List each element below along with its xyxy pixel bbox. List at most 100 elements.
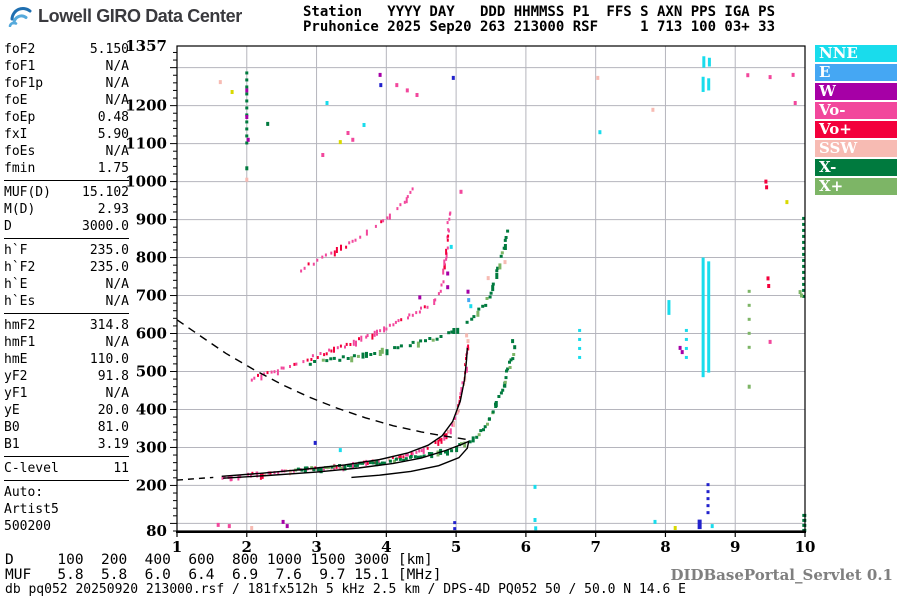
param-value: 110.0 [89,352,129,367]
svg-text:700: 700 [136,287,167,305]
param-label: foE [4,93,28,108]
param-row-foe: foE N/A [4,92,129,109]
muf-table-frequencies: MUF 5.8 5.8 6.0 6.4 6.9 7.6 9.7 15.1 [MH… [5,566,442,583]
grid-lines [177,46,805,531]
svg-text:5: 5 [451,538,461,556]
param-divider [4,180,129,181]
param-row-hmf2: hmF2 314.8 [4,317,129,334]
svg-text:9: 9 [730,538,740,556]
param-label: B1 [4,437,20,452]
svg-text:800: 800 [136,249,167,267]
param-value: 1.75 [97,161,129,176]
param-value: N/A [105,386,129,401]
autoscaling-info: Artist5 [4,502,59,517]
param-divider [4,313,129,314]
true-height-profile-curve [223,440,470,479]
param-row-fmin: fmin 1.75 [4,160,129,177]
param-value: 3000.0 [82,219,129,234]
giro-logo: Lowell GIRO Data Center [8,5,242,27]
artist-trace-fit-curve [221,347,468,477]
direction-legend: NNE E W Vo- Vo+ SSW X- X+ [815,45,897,197]
param-label: fmin [4,161,36,176]
param-label: h`F [4,243,28,258]
svg-text:10: 10 [795,538,816,556]
servlet-version-watermark: DIDBasePortal_Servlet 0.1 [670,566,893,584]
y-axis-labels: 1357 1200 1100 1000 900 800 700 600 500 400 300 200… [125,37,167,540]
svg-text:1100: 1100 [125,135,167,153]
param-row-md: M(D) 2.93 [4,201,129,218]
svg-text:900: 900 [136,211,167,229]
legend-item-nne: NNE [815,45,897,62]
param-label: yF2 [4,369,28,384]
param-value: N/A [105,277,129,292]
param-row-fof2: foF2 5.150 [4,41,129,58]
muf-transmission-curve [176,319,469,441]
param-label: hmE [4,352,28,367]
param-label: yE [4,403,20,418]
param-row-d: D 3000.0 [4,218,129,235]
param-label: foF1 [4,59,36,74]
legend-item-vo: Vo+ [815,121,897,138]
giro-logo-icon [8,6,32,27]
param-row-fof1p: foF1p N/A [4,75,129,92]
svg-text:1000: 1000 [125,173,167,191]
param-label: h`F2 [4,260,36,275]
param-value: N/A [105,76,129,91]
param-row-ye: yE 20.0 [4,402,129,419]
legend-item-ssw: SSW [815,140,897,157]
autoscaling-info: Auto: [4,485,44,500]
param-label: foF2 [4,42,36,57]
param-label: MUF(D) [4,185,51,200]
station-header-line1: Station YYYY DAY DDD HHMMSS P1 FFS S AXN… [303,4,776,20]
svg-text:400: 400 [136,400,167,418]
scatter-series-3 [308,229,510,366]
svg-text:8: 8 [660,538,670,556]
param-value: 235.0 [89,260,129,275]
param-divider [4,456,129,457]
param-label: yF1 [4,386,28,401]
param-divider [4,238,129,239]
param-value: N/A [105,294,129,309]
low-frequency-dashed-trace [176,476,214,481]
x-axis-labels: 1 2 3 4 5 6 7 8 9 10 [172,538,816,556]
param-label: fxI [4,127,28,142]
param-label: hmF1 [4,335,36,350]
param-row-clevel: C-level 11 [4,460,129,477]
param-divider [4,480,129,481]
svg-text:2: 2 [242,538,252,556]
param-label: B0 [4,420,20,435]
scatter-series-4 [300,187,414,273]
param-label: foF1p [4,76,44,91]
param-row-fof1: foF1 N/A [4,58,129,75]
param-value: 81.0 [97,420,129,435]
svg-text:1: 1 [172,538,182,556]
param-row-foep: foEp 0.48 [4,109,129,126]
param-value: N/A [105,335,129,350]
station-header: Station YYYY DAY DDD HHMMSS P1 FFS S AXN… [303,5,775,35]
param-row-b1: B1 3.19 [4,436,129,453]
param-row-hf2: h`F2 235.0 [4,259,129,276]
svg-text:1357: 1357 [125,37,167,55]
svg-text:7: 7 [590,538,600,556]
svg-text:1200: 1200 [125,97,167,115]
scatter-series-2 [250,211,452,382]
param-value: 3.19 [97,437,129,452]
param-value: 2.93 [97,202,129,217]
status-line: db pq052 20250920 213000.rsf / 181fx512h… [5,582,686,597]
legend-item-e: E [815,64,897,81]
svg-text:6: 6 [521,538,531,556]
param-label: h`Es [4,294,36,309]
svg-text:200: 200 [136,476,167,494]
echo-columns [245,56,807,532]
param-value: 314.8 [89,318,129,333]
svg-text:500: 500 [136,362,167,380]
svg-text:600: 600 [136,325,167,343]
svg-text:80: 80 [146,522,167,540]
param-row-he: h`E N/A [4,276,129,293]
param-value: N/A [105,93,129,108]
param-label: foEp [4,110,36,125]
param-row-hmf1: hmF1 N/A [4,334,129,351]
legend-item-x: X+ [815,178,897,195]
